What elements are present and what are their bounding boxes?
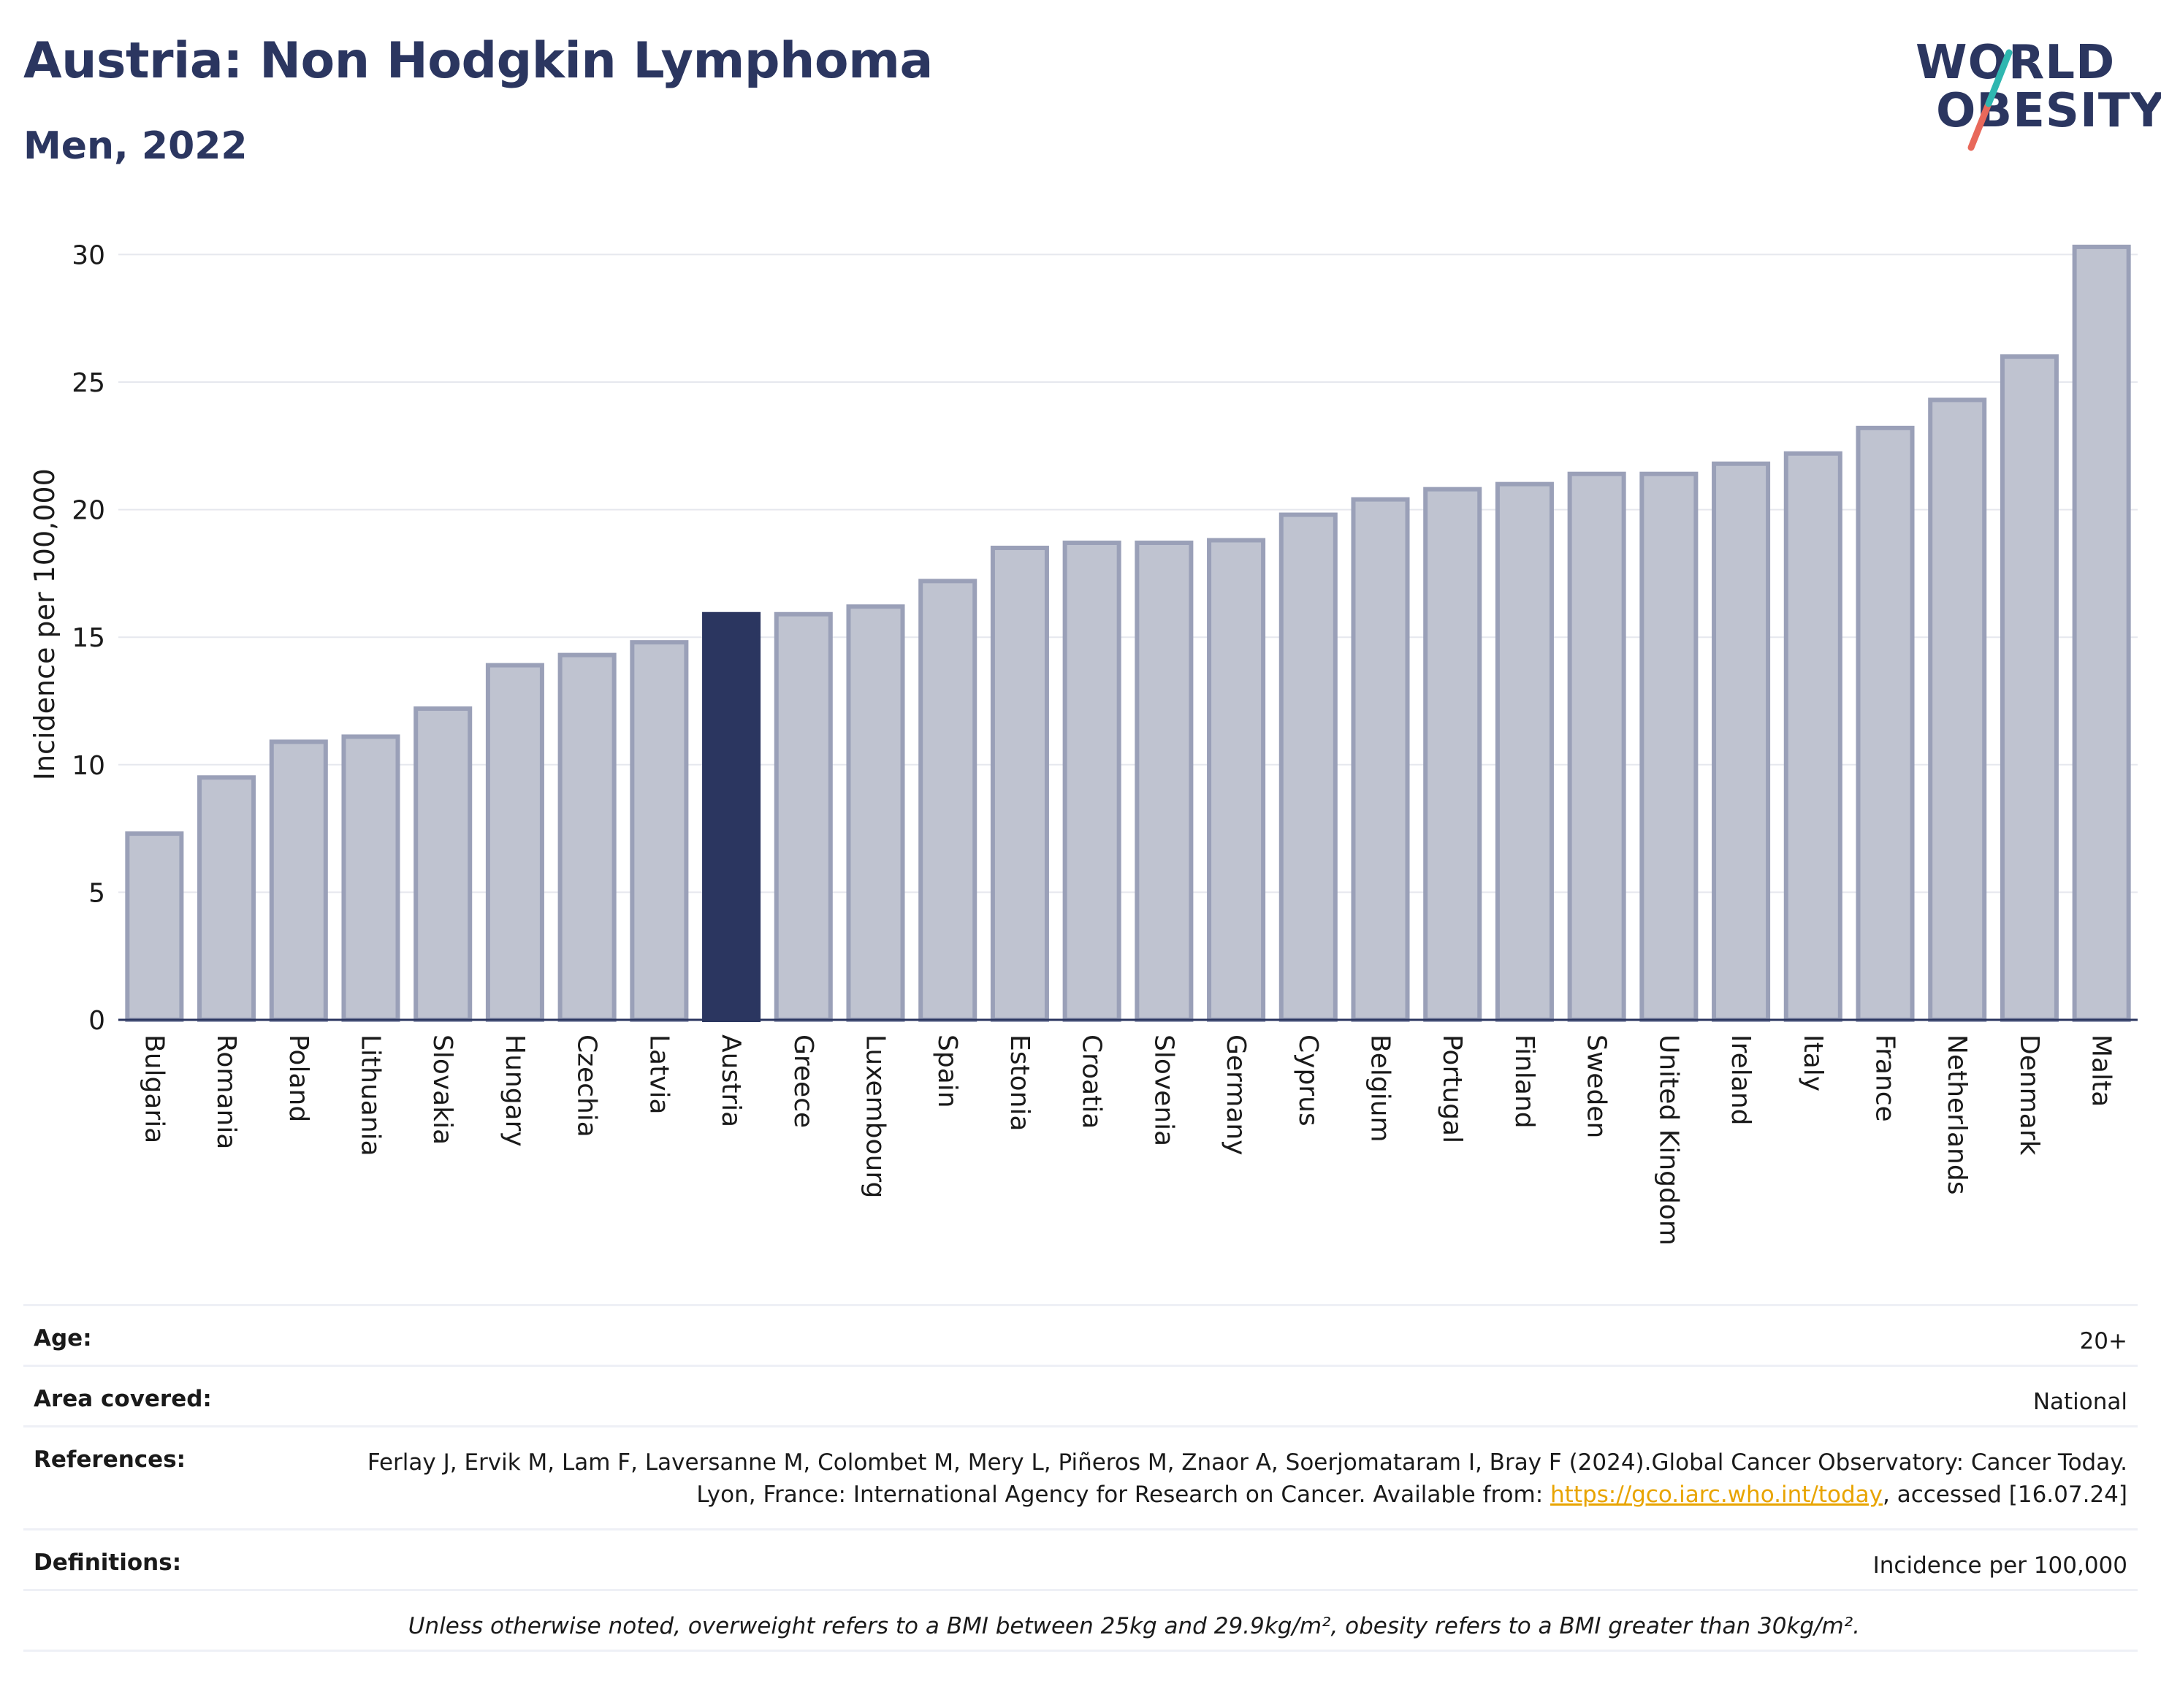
x-tick-label: Cyprus: [1293, 1034, 1323, 1126]
x-tick-label: Slovenia: [1148, 1034, 1178, 1146]
x-tick-label: Lithuania: [356, 1034, 386, 1156]
x-tick-label: Greece: [788, 1034, 818, 1128]
bar: [125, 831, 184, 1022]
logo-line-2: OBESITY: [1936, 84, 2161, 138]
page-subtitle: Men, 2022: [23, 124, 248, 168]
bar: [1278, 512, 1338, 1023]
logo-slash-icon: [1967, 49, 2013, 151]
x-tick-label: Portugal: [1437, 1034, 1467, 1143]
definitions-value: Incidence per 100,000: [1872, 1552, 2127, 1579]
info-row-definitions: Definitions: Incidence per 100,000: [23, 1528, 2138, 1589]
y-tick-label: 15: [72, 623, 105, 653]
bar: [2072, 244, 2131, 1022]
bar: [1351, 497, 1410, 1023]
logo-line-1: WORLD: [1916, 36, 2116, 90]
info-row-references: References: Ferlay J, Ervik M, Lam F, La…: [23, 1425, 2138, 1528]
x-tick-label: Slovakia: [427, 1034, 457, 1145]
x-tick-label: Germany: [1221, 1034, 1251, 1155]
x-tick-label: Ireland: [1726, 1034, 1756, 1126]
x-tick-label: Latvia: [644, 1034, 674, 1115]
bar: [990, 545, 1049, 1022]
x-tick-label: Italy: [1798, 1034, 1828, 1091]
x-tick-label: Romania: [211, 1034, 241, 1149]
references-accessed: , accessed [16.07.24]: [1882, 1482, 2127, 1508]
references-link[interactable]: https://gco.iarc.who.int/today: [1550, 1482, 1883, 1508]
info-row-area: Area covered: National: [23, 1365, 2138, 1425]
definitions-label: Definitions:: [34, 1549, 182, 1576]
bar: [774, 611, 833, 1022]
bar: [2000, 354, 2059, 1023]
age-label: Age:: [34, 1325, 92, 1351]
bar: [1928, 397, 1987, 1022]
bar: [1423, 487, 1482, 1022]
y-tick-label: 5: [88, 878, 105, 908]
y-tick-label: 30: [72, 240, 105, 270]
bar: [702, 611, 761, 1022]
x-tick-label: France: [1870, 1034, 1900, 1122]
x-tick-label: Belgium: [1365, 1034, 1395, 1143]
area-label: Area covered:: [34, 1386, 212, 1412]
x-tick-label: Czechia: [572, 1034, 602, 1137]
x-tick-label: Sweden: [1582, 1034, 1612, 1138]
x-tick-label: Luxembourg: [861, 1034, 891, 1198]
references-value: Ferlay J, Ervik M, Lam F, Laversanne M, …: [301, 1446, 2127, 1511]
bar: [1783, 451, 1842, 1022]
age-value: 20+: [2079, 1328, 2127, 1354]
x-tick-label: Denmark: [2014, 1034, 2044, 1156]
info-row-note: Unless otherwise noted, overweight refer…: [23, 1589, 2138, 1652]
bar: [1135, 540, 1194, 1022]
area-value: National: [2032, 1389, 2127, 1415]
x-tick-label: Bulgaria: [139, 1034, 169, 1143]
y-tick-label: 25: [72, 368, 105, 398]
bar: [1567, 471, 1626, 1022]
bar: [557, 652, 617, 1023]
x-tick-label: Spain: [932, 1034, 962, 1108]
bar: [1062, 540, 1121, 1022]
x-tick-label: Hungary: [500, 1034, 530, 1147]
references-label: References:: [34, 1446, 186, 1473]
bar: [1856, 425, 1915, 1023]
x-tick-label: Poland: [283, 1034, 313, 1122]
x-tick-label: Austria: [716, 1034, 746, 1127]
bar: [341, 734, 400, 1023]
bar: [413, 706, 473, 1022]
world-obesity-logo: WORLD OBESITY: [1907, 22, 2161, 153]
bar: [485, 663, 544, 1022]
bar: [630, 640, 689, 1022]
x-tick-label: Malta: [2086, 1034, 2116, 1107]
y-tick-label: 0: [88, 1006, 105, 1036]
bar: [1495, 481, 1554, 1022]
x-tick-label: United Kingdom: [1653, 1034, 1683, 1246]
x-tick-label: Netherlands: [1942, 1034, 1972, 1194]
x-tick-label: Croatia: [1077, 1034, 1107, 1129]
bar: [269, 739, 328, 1022]
page-title: Austria: Non Hodgkin Lymphoma: [23, 32, 933, 90]
x-tick-label: Finland: [1509, 1034, 1539, 1129]
references-text: Ferlay J, Ervik M, Lam F, Laversanne M, …: [367, 1449, 2127, 1508]
info-row-age: Age: 20+: [23, 1304, 2138, 1365]
bar: [1639, 471, 1699, 1022]
bar: [1207, 538, 1266, 1022]
y-axis-label: Incidence per 100,000: [28, 468, 61, 780]
y-tick-label: 10: [72, 751, 105, 781]
bmi-note: Unless otherwise noted, overweight refer…: [408, 1613, 1860, 1639]
bar: [846, 604, 905, 1022]
info-table: Age: 20+ Area covered: National Referenc…: [23, 1304, 2138, 1652]
bar-chart: 0 5 10 15 20 25 30 Incidence per 100,000 Bulgari…: [28, 240, 2138, 1246]
bar: [918, 579, 977, 1022]
y-tick-label: 20: [72, 496, 105, 526]
bar: [1712, 461, 1771, 1022]
x-tick-label: Estonia: [1005, 1034, 1034, 1132]
bar: [197, 775, 256, 1022]
